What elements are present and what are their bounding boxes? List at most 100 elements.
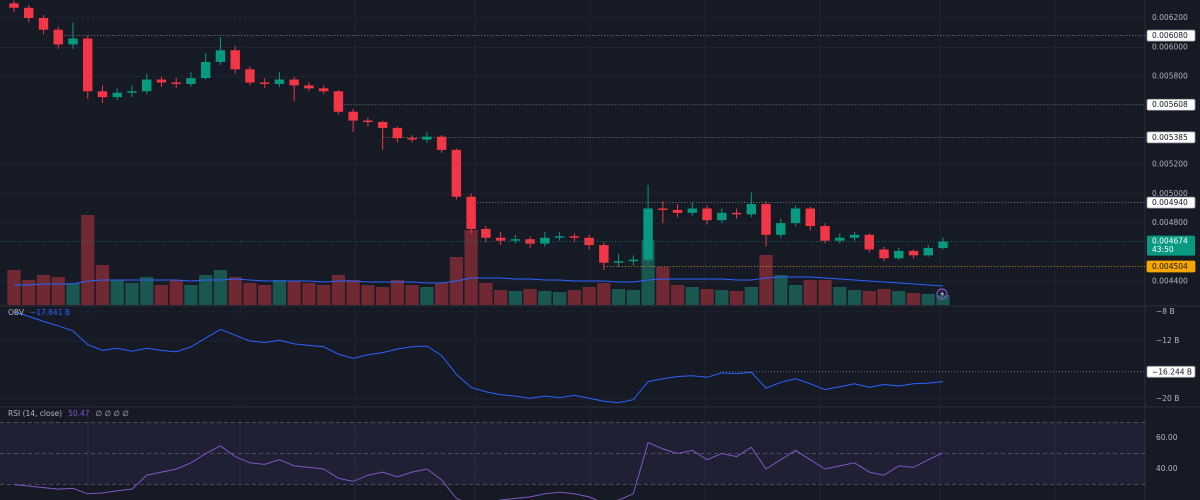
candle-body: [495, 237, 506, 241]
candle-body: [613, 261, 624, 263]
indicator-line: [13, 441, 944, 500]
price-label-box: [1146, 260, 1196, 273]
volume-bar: [110, 280, 124, 305]
indicator-value: −17.841 B: [30, 308, 70, 317]
volume-bar: [552, 292, 567, 305]
volume-bar: [597, 283, 611, 305]
candle-body: [9, 3, 19, 8]
y-tick-label: 0.005000: [1152, 189, 1188, 198]
y-tick-label: 0.005800: [1152, 72, 1188, 81]
candle-body: [259, 82, 270, 84]
volume-bar: [936, 295, 950, 305]
candle-body: [908, 250, 919, 256]
price-label-box: [1146, 365, 1196, 378]
obv-pane: [0, 306, 1145, 407]
volume-bar: [567, 290, 581, 305]
candle-body: [112, 92, 122, 98]
candle-body: [599, 245, 609, 263]
y-tick-label: −8 B: [1156, 307, 1175, 316]
candle-body: [363, 120, 373, 123]
volume-bar: [22, 280, 36, 305]
volume-bar: [508, 291, 523, 305]
volume-bar: [302, 283, 316, 305]
volume-bar: [538, 291, 552, 305]
volume-bar: [420, 287, 434, 305]
price-label: 0.006080: [1152, 31, 1188, 40]
candle-body: [53, 29, 63, 45]
alert-icon-bolt: [940, 290, 945, 298]
price-label-box: [1146, 98, 1196, 111]
price-pane: [0, 0, 1145, 305]
price-label-box: [1146, 29, 1196, 42]
candle-body: [584, 237, 594, 246]
candle-body: [776, 223, 786, 235]
candle-body: [702, 208, 712, 221]
volume-bar: [803, 280, 817, 305]
volume-bar: [582, 287, 596, 305]
candle-body: [68, 38, 78, 45]
volume-bar: [154, 285, 169, 305]
candle-body: [407, 138, 417, 140]
price-label-box: [1146, 196, 1196, 209]
indicator-title: OBV: [8, 308, 25, 317]
y-tick-label: 60.00: [1156, 433, 1178, 442]
volume-bar: [258, 285, 272, 305]
price-label: −16.244 B: [1152, 367, 1192, 376]
candle-body: [761, 204, 771, 235]
candle-body: [540, 237, 550, 244]
candle-body: [466, 196, 476, 229]
candle-body: [894, 250, 904, 259]
volume-bar: [479, 283, 493, 305]
candle-body: [348, 111, 358, 121]
volume-bar: [36, 275, 51, 305]
candle-body: [422, 136, 432, 140]
volume-bar: [847, 290, 862, 305]
volume-bar: [788, 285, 803, 305]
candle-body: [658, 208, 668, 210]
candle-body: [687, 208, 698, 213]
volume-bar: [346, 280, 360, 305]
volume-bar: [405, 285, 419, 305]
alert-icon[interactable]: [936, 288, 948, 300]
volume-bar: [685, 287, 699, 305]
candle-body: [127, 91, 137, 93]
volume-bar: [774, 275, 788, 305]
volume-bar: [66, 283, 80, 305]
rsi-pane: [0, 407, 1145, 500]
y-tick-label: 40.00: [1156, 464, 1178, 473]
volume-bar: [287, 281, 301, 305]
volume-bar: [434, 283, 449, 305]
candle-body: [141, 79, 152, 92]
candle-body: [820, 226, 830, 241]
last-price-box: [1147, 235, 1195, 256]
candle-body: [923, 248, 933, 256]
price-label: 0.005385: [1152, 133, 1188, 142]
indicator-value: 50.47: [68, 409, 90, 418]
candle-body: [790, 208, 801, 224]
y-tick-label: 0.006000: [1152, 42, 1188, 51]
candle-body: [392, 127, 403, 139]
volume-bar: [670, 285, 685, 305]
candle-body: [377, 122, 388, 128]
volume-bar: [833, 287, 847, 305]
y-tick-label: −12 B: [1156, 336, 1179, 345]
volume-bar: [95, 265, 110, 305]
volume-bar: [759, 255, 773, 305]
candle-body: [717, 212, 727, 221]
volume-bar: [523, 289, 537, 305]
indicator-extra: ∅ ∅ ∅ ∅: [96, 409, 129, 418]
candle-body: [746, 204, 757, 215]
volume-bar: [317, 285, 331, 305]
candle-body: [864, 234, 874, 250]
candle-body: [333, 91, 344, 112]
y-tick-label: 0.006200: [1152, 13, 1188, 22]
indicator-title: RSI (14, close): [8, 409, 62, 418]
candle-body: [805, 208, 816, 227]
price-label-box: [1146, 131, 1196, 144]
volume-bar: [877, 289, 891, 305]
price-label: 0.004940: [1152, 198, 1188, 207]
candle-body: [230, 50, 240, 70]
candle-body: [171, 82, 181, 84]
